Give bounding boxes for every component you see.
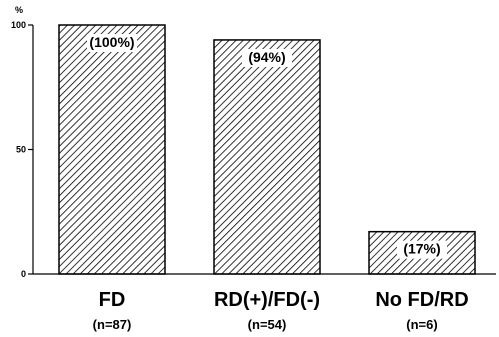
data-label: (100%) (89, 34, 134, 50)
data-label-background (87, 34, 137, 52)
y-ticks: 0 50 100 (11, 20, 33, 279)
category-label: No FD/RD (375, 289, 468, 311)
y-tick-label: 100 (11, 20, 26, 30)
category-label: RD(+)/FD(-) (214, 289, 320, 311)
data-label-background (242, 48, 292, 67)
y-tick-label: 0 (21, 269, 26, 279)
data-label: (94%) (248, 49, 285, 65)
sample-size-label: (n=54) (248, 317, 287, 332)
y-unit-label: % (15, 5, 23, 15)
data-label: (17%) (403, 241, 440, 257)
x-labels: FD (n=87) RD(+)/FD(-) (n=54) No FD/RD (n=6) (93, 289, 469, 332)
y-tick-label: 50 (16, 145, 26, 155)
bar (213, 39, 321, 275)
category-label: FD (99, 289, 126, 311)
sample-size-label: (n=6) (406, 317, 437, 332)
data-label-background (397, 240, 447, 259)
bar (58, 24, 166, 275)
bars: (100%) (94%) (17%) (58, 24, 476, 275)
sample-size-label: (n=87) (93, 317, 132, 332)
